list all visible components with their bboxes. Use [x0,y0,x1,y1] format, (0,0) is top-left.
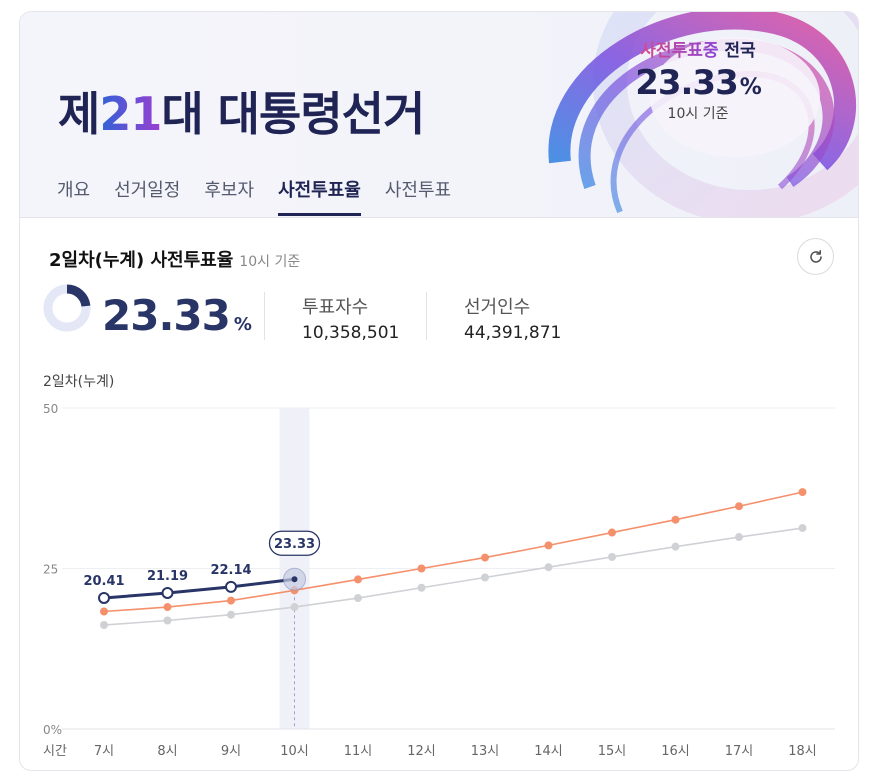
data-point [227,610,235,619]
data-point [98,591,110,604]
voters-label: 투표자수 [302,297,369,318]
x-tick-label: 9시 [221,744,241,759]
divider [264,292,265,340]
data-point [354,594,362,603]
voters-stat: 투표자수 10,358,501 [302,293,399,343]
x-axis-label: 시간 [43,744,67,759]
data-point [291,576,298,583]
tab-early-voting[interactable]: 사전투표 [384,180,452,201]
series-line-comparison-2 [103,527,803,626]
swirl-graphic [548,12,858,217]
x-tick-label: 10시 [280,744,309,759]
turnout-donut [43,284,91,332]
data-label: 22.14 [210,563,251,578]
data-point [671,542,680,551]
data-point [354,575,362,584]
y-tick-label: 25 [43,563,58,577]
data-point [100,607,108,616]
turnout-donut-arc [43,284,91,332]
data-point [225,580,237,593]
data-point [608,528,616,537]
tab-overview[interactable]: 개요 [57,180,91,201]
data-point [290,603,299,612]
y-tick-label: 50 [43,402,58,416]
national-time: 10시 기준 [667,106,729,122]
electors-label: 선거인수 [464,297,531,318]
turnout-line-chart: 50 25 0% 시간 7시 8시 9시 10시 11시 12시 13시 14시 15시 16시 17시 18… [43,402,835,759]
data-point [735,533,743,542]
data-label: 23.33 [274,537,315,552]
data-point [798,488,807,497]
x-tick-label: 16시 [661,744,690,759]
data-point [161,586,174,599]
data-point [163,603,172,612]
chart-title: 2일차(누계) [43,374,115,390]
national-unit: % [739,75,762,100]
turnout-rate: 23.33% [102,291,252,340]
x-tick-label: 12시 [407,744,436,759]
y-tick-label: 0% [43,723,62,737]
data-label-box [268,530,321,556]
tab-early-turnout[interactable]: 사전투표율 [278,172,361,216]
data-point [544,541,553,550]
data-point [417,583,426,592]
page-title: 제21대 대통령선거 [58,87,425,141]
national-value: 23.33 [635,63,739,103]
election-card: 제21대 대통령선거 사전투표중 전국 23.33% 10시 기준 개요 선거일… [19,11,859,771]
data-label: 21.19 [147,569,188,584]
data-point [163,616,172,625]
x-tick-label: 8시 [157,744,177,759]
x-tick-label: 18시 [788,744,817,759]
x-tick-label: 11시 [344,744,373,759]
summary-time: 10시 기준 [239,254,301,270]
electors-value: 44,391,871 [464,323,562,343]
data-point [798,524,807,533]
data-point [417,564,426,573]
x-tick-label: 17시 [725,744,754,759]
data-point [671,515,680,524]
hero-banner: 제21대 대통령선거 사전투표중 전국 23.33% 10시 기준 개요 선거일… [20,12,858,218]
national-highlight: 사전투표중 [640,41,719,61]
refresh-button[interactable] [797,238,834,275]
data-point [481,573,489,582]
x-tick-label: 7시 [94,744,114,759]
data-point [227,596,235,605]
national-rate-box: 사전투표중 전국 23.33% 10시 기준 [598,36,798,123]
electors-stat: 선거인수 44,391,871 [464,293,561,343]
tab-candidates[interactable]: 후보자 [204,180,255,201]
x-tick-label: 14시 [534,744,563,759]
summary-title: 2일차(누계) 사전투표율 10시 기준 [49,250,301,271]
tab-schedule[interactable]: 선거일정 [114,180,181,201]
data-label: 20.41 [83,574,124,589]
voters-value: 10,358,501 [302,323,400,343]
series-line-current [103,577,295,600]
turnout-unit: % [233,314,252,335]
tab-bar: 개요 선거일정 후보자 사전투표율 사전투표 [57,172,475,216]
data-point [100,620,108,629]
x-tick-label: 15시 [598,744,627,759]
data-point [608,552,616,561]
data-point [544,563,553,572]
series-line-comparison-1 [103,491,803,613]
national-label: 전국 [724,41,756,61]
refresh-icon [809,249,822,263]
data-point [481,553,489,562]
divider [426,292,427,340]
data-point [735,502,743,511]
x-tick-label: 13시 [471,744,500,759]
